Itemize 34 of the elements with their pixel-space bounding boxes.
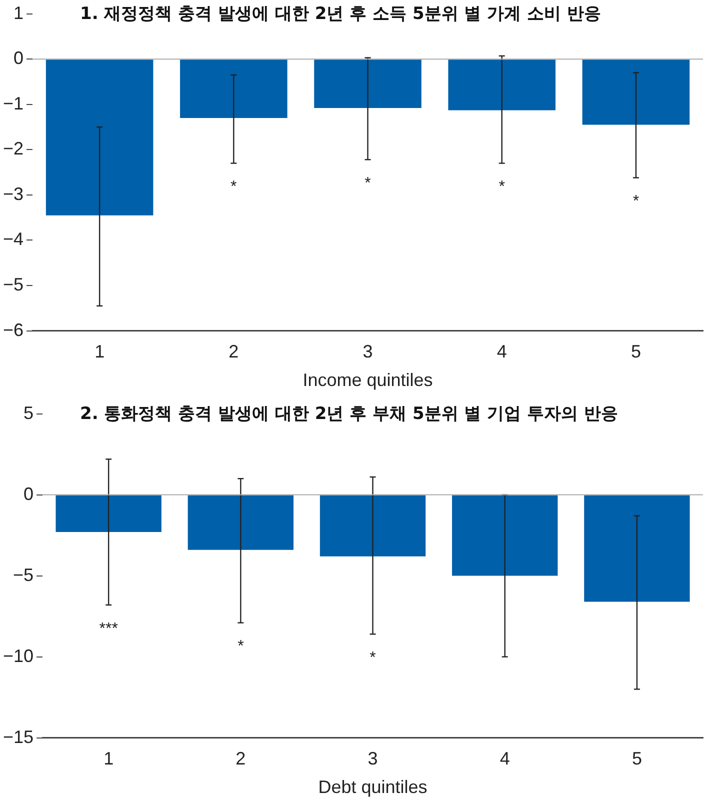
x-tick-label: 2 (228, 342, 239, 362)
chart-title: 1. 재정정책 충격 발생에 대한 2년 후 소득 5분위 별 가계 소비 반응 (80, 4, 640, 25)
x-tick-label: 4 (500, 748, 510, 769)
text: * (498, 178, 505, 196)
y-tick-label: 5 (24, 402, 34, 423)
x-tick-label: 3 (368, 748, 378, 769)
y-tick-label: −10 (2, 646, 34, 666)
x-axis-title: Debt quintiles (318, 777, 428, 798)
text: * (238, 638, 244, 656)
text: * (364, 175, 371, 192)
y-tick-label: −3 (2, 184, 24, 204)
x-tick-label: 1 (94, 342, 105, 362)
y-tick-label: −5 (2, 274, 24, 294)
y-tick-label: −5 (13, 564, 34, 585)
y-tick-label: −1 (2, 93, 24, 114)
x-tick-label: 4 (496, 342, 507, 362)
chart-title: 2. 통화정책 충격 발생에 대한 2년 후 부채 5분위 별 기업 투자의 반응 (80, 404, 640, 425)
y-tick-label: 0 (24, 484, 34, 504)
text: * (632, 193, 640, 210)
x-tick-label: 3 (362, 342, 373, 362)
x-axis-title: Income quintiles (302, 370, 433, 390)
x-tick-label: 5 (630, 342, 641, 362)
text: * (370, 650, 376, 667)
y-tick-label: −2 (2, 138, 24, 159)
x-tick-label: 5 (632, 748, 642, 769)
y-tick-label: −6 (2, 320, 24, 340)
text: * (230, 178, 237, 196)
y-tick-label: −15 (2, 726, 34, 747)
x-tick-label: 1 (104, 748, 114, 769)
y-tick-label: 1 (14, 2, 24, 23)
y-tick-label: 0 (14, 48, 24, 68)
y-tick-label: −4 (2, 229, 24, 250)
text: *** (99, 620, 118, 638)
x-tick-label: 2 (236, 748, 246, 769)
